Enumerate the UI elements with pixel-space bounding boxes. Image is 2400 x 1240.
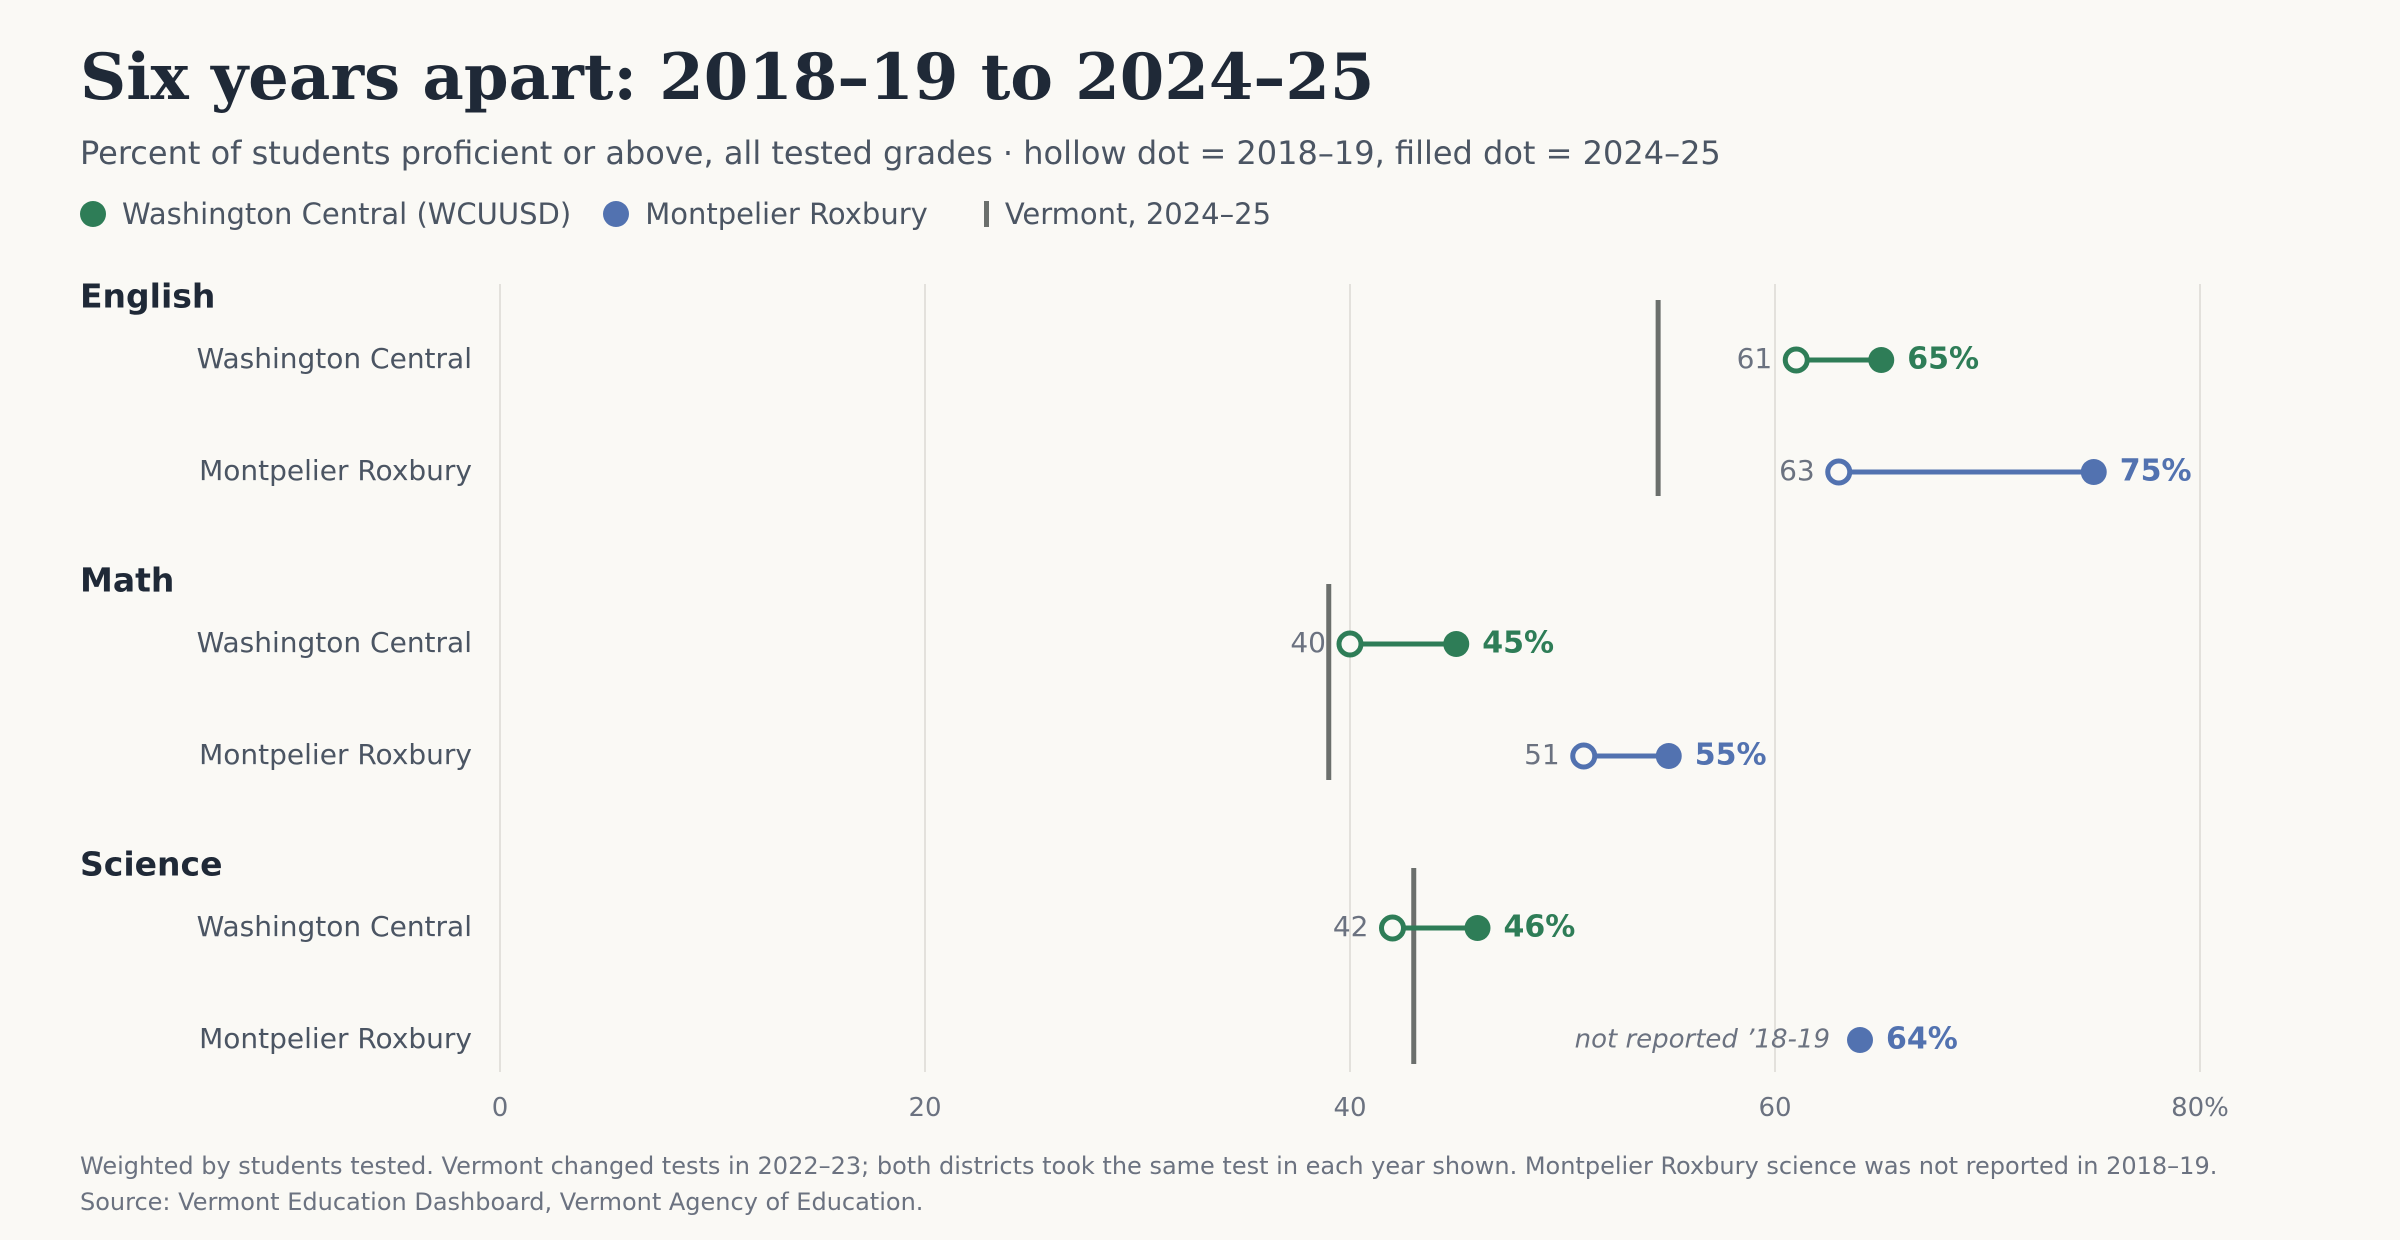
value-label-2024-25: 45% — [1482, 626, 1554, 661]
dot-2018-19 — [1570, 742, 1598, 770]
row-label: Washington Central — [197, 342, 472, 375]
legend-item-vermont: Vermont, 2024–25 — [983, 197, 1272, 231]
dot-2024-25 — [1464, 915, 1491, 941]
legend: Washington Central (WCUUSD) Montpelier R… — [80, 194, 1271, 234]
legend-item-washington-central: Washington Central (WCUUSD) — [80, 197, 571, 231]
row-label: Montpelier Roxbury — [199, 454, 472, 487]
row-label: Washington Central — [197, 626, 472, 659]
dot-2018-19 — [1379, 914, 1406, 942]
value-label-2018-19: 63 — [1779, 454, 1815, 487]
dot-2024-25 — [1443, 631, 1470, 657]
dot-2018-19 — [1336, 630, 1364, 658]
x-tick-label: 0 — [492, 1093, 509, 1123]
legend-label-montpelier-roxbury: Montpelier Roxbury — [645, 197, 928, 231]
x-tick-label: 60 — [1758, 1093, 1791, 1123]
value-label-2024-25: 64% — [1886, 1022, 1958, 1057]
value-label-2024-25: 75% — [2120, 454, 2192, 489]
chart-title: Six years apart: 2018–19 to 2024–25 — [80, 40, 1375, 115]
x-tick-label: 20 — [908, 1093, 941, 1123]
footer-note: Weighted by students tested. Vermont cha… — [80, 1152, 2218, 1180]
row-label: Montpelier Roxbury — [199, 738, 472, 771]
group-label: English — [80, 277, 215, 316]
row-label: Montpelier Roxbury — [199, 1022, 472, 1055]
dot-2024-25 — [1847, 1027, 1873, 1053]
chart-subtitle: Percent of students proficient or above,… — [80, 134, 1721, 172]
group-label: Math — [80, 561, 174, 600]
x-tick-label: 80% — [2171, 1093, 2229, 1123]
legend-swatch-vermont — [983, 201, 989, 227]
footer: Weighted by students tested. Vermont cha… — [80, 1148, 2217, 1220]
value-label-2018-19: 51 — [1524, 738, 1560, 771]
value-label-2018-19: 40 — [1290, 626, 1326, 659]
group-label: Science — [80, 845, 222, 884]
value-label-2018-19: 61 — [1737, 342, 1773, 375]
value-label-2024-25: 55% — [1695, 738, 1767, 773]
row-label: Washington Central — [197, 910, 472, 943]
value-label-2018-19: 42 — [1333, 910, 1369, 943]
dot-2024-25 — [1655, 743, 1682, 769]
legend-swatch-washington-central — [80, 201, 106, 227]
legend-label-vermont: Vermont, 2024–25 — [1004, 197, 1272, 231]
footer-source: Source: Vermont Education Dashboard, Ver… — [80, 1188, 924, 1216]
not-reported-label: not reported ’18-19 — [1575, 1025, 1830, 1055]
legend-label-washington-central: Washington Central (WCUUSD) — [122, 197, 572, 231]
value-label-2024-25: 65% — [1907, 342, 1979, 377]
dot-2024-25 — [2080, 459, 2107, 485]
dot-2018-19 — [1782, 346, 1810, 374]
legend-swatch-montpelier-roxbury — [603, 201, 630, 227]
legend-item-montpelier-roxbury: Montpelier Roxbury — [603, 197, 928, 231]
dot-2018-19 — [1825, 458, 1853, 486]
value-label-2024-25: 46% — [1504, 910, 1576, 945]
x-tick-label: 40 — [1333, 1093, 1366, 1123]
dot-2024-25 — [1868, 347, 1895, 373]
